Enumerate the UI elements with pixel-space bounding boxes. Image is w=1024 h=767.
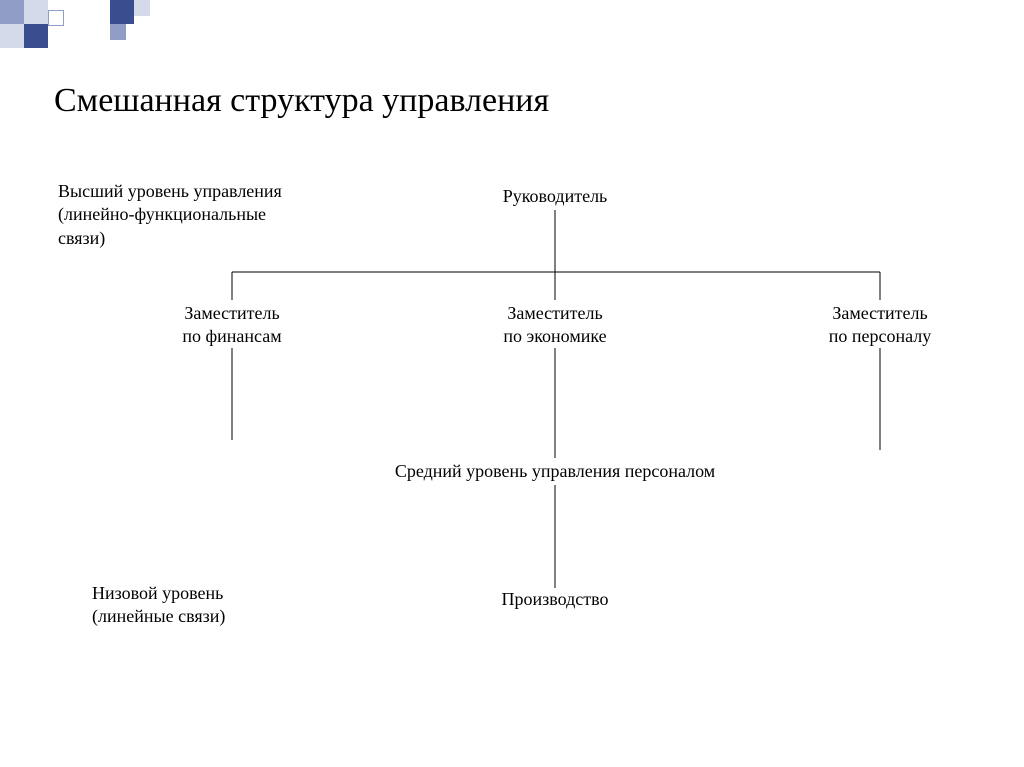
page-title: Смешанная структура управления <box>54 82 549 120</box>
deco-square <box>0 0 24 24</box>
deco-square <box>110 24 126 40</box>
node-root: Руководитель <box>355 185 755 208</box>
side-label-top: Высший уровень управления (линейно-функц… <box>58 180 282 250</box>
deco-square <box>24 0 48 24</box>
deco-square <box>110 0 134 24</box>
deco-square <box>134 0 150 16</box>
side-label-bottom: Низовой уровень (линейные связи) <box>92 582 225 629</box>
node-dep3: Заместитель по персоналу <box>680 302 1024 347</box>
deco-square <box>0 24 24 48</box>
deco-square <box>24 24 48 48</box>
node-mid: Средний уровень управления персоналом <box>355 460 755 483</box>
node-bottom: Производство <box>355 588 755 611</box>
slide: Смешанная структура управления Высший ур… <box>0 0 1024 767</box>
deco-square <box>48 10 64 26</box>
corner-decoration <box>0 0 160 60</box>
